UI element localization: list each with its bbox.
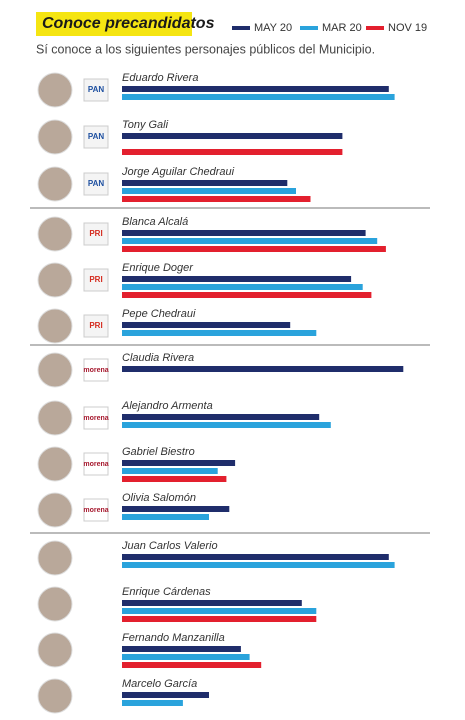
- legend-swatch: [366, 26, 384, 30]
- bar: [122, 284, 363, 290]
- party-logo: [83, 78, 109, 102]
- party-logo: [83, 125, 109, 149]
- bar: [122, 276, 352, 282]
- bar: [122, 562, 395, 568]
- avatar: [37, 446, 73, 482]
- bar: [122, 196, 311, 202]
- bar: [122, 149, 343, 155]
- bar: [122, 460, 236, 466]
- avatar: [37, 632, 73, 668]
- party-logo: [83, 358, 109, 382]
- candidate-name: Enrique Doger: [122, 262, 194, 274]
- bar: [122, 506, 230, 512]
- party-logo: [83, 268, 109, 292]
- legend-swatch: [300, 26, 318, 30]
- candidate-name: Blanca Alcalá: [122, 216, 188, 228]
- avatar: [37, 586, 73, 622]
- party-logo: [83, 222, 109, 246]
- bar: [122, 238, 378, 244]
- bar: [122, 366, 404, 372]
- avatar: [37, 352, 73, 388]
- bar: [122, 292, 372, 298]
- bar: [122, 230, 366, 236]
- bar: [122, 608, 317, 614]
- candidate-name: Marcelo García: [122, 678, 197, 690]
- avatar: [37, 492, 73, 528]
- avatar: [37, 216, 73, 252]
- legend-label: MAY 20: [254, 22, 292, 34]
- candidate-name: Tony Gali: [122, 119, 169, 131]
- bar: [122, 422, 331, 428]
- bar: [122, 514, 209, 520]
- bar: [122, 468, 218, 474]
- bar: [122, 646, 241, 652]
- party-logo-text: morena: [83, 415, 108, 422]
- party-logo: [83, 406, 109, 430]
- party-logo: [83, 452, 109, 476]
- party-logo-text: morena: [83, 461, 108, 468]
- bar: [122, 692, 209, 698]
- bar: [122, 654, 250, 660]
- candidate-name: Eduardo Rivera: [122, 72, 198, 84]
- bar: [122, 322, 291, 328]
- bar: [122, 616, 317, 622]
- bar: [122, 188, 296, 194]
- bar: [122, 133, 343, 139]
- party-logo-text: PRI: [89, 321, 102, 330]
- bar: [122, 554, 389, 560]
- chart-subtitle: Sí conoce a los siguientes personajes pú…: [36, 42, 375, 56]
- legend-swatch: [232, 26, 250, 30]
- bar: [122, 180, 288, 186]
- legend-label: MAR 20: [322, 22, 362, 34]
- party-logo: [83, 172, 109, 196]
- candidate-name: Alejandro Armenta: [121, 400, 213, 412]
- candidate-name: Enrique Cárdenas: [122, 586, 211, 598]
- candidate-name: Pepe Chedraui: [122, 308, 196, 320]
- party-logo-text: morena: [83, 367, 108, 374]
- bar: [122, 414, 320, 420]
- party-logo: [83, 314, 109, 338]
- chart-title: Conoce precandidatos: [42, 15, 215, 32]
- party-logo-text: PRI: [89, 275, 102, 284]
- bar: [122, 94, 395, 100]
- candidate-name: Fernando Manzanilla: [122, 632, 225, 644]
- avatar: [37, 400, 73, 436]
- bar: [122, 662, 262, 668]
- avatar: [37, 72, 73, 108]
- party-logo-text: PAN: [88, 132, 105, 141]
- candidate-name: Claudia Rivera: [122, 352, 194, 364]
- candidate-name: Gabriel Biestro: [122, 446, 195, 458]
- avatar: [37, 678, 73, 714]
- avatar: [37, 540, 73, 576]
- avatar: [37, 166, 73, 202]
- bar: [122, 700, 183, 706]
- candidate-name: Juan Carlos Valerio: [121, 540, 218, 552]
- party-logo-text: PAN: [88, 179, 105, 188]
- party-logo-text: PRI: [89, 229, 102, 238]
- avatar: [37, 262, 73, 298]
- avatar: [37, 308, 73, 344]
- avatar: [37, 119, 73, 155]
- legend-label: NOV 19: [388, 22, 427, 34]
- party-logo-text: morena: [83, 507, 108, 514]
- bar: [122, 246, 386, 252]
- candidate-name: Olivia Salomón: [122, 492, 196, 504]
- bar: [122, 86, 389, 92]
- candidate-name: Jorge Aguilar Chedraui: [121, 166, 235, 178]
- bar: [122, 600, 302, 606]
- bar: [122, 330, 317, 336]
- party-logo: [83, 498, 109, 522]
- bar: [122, 476, 227, 482]
- party-logo-text: PAN: [88, 85, 105, 94]
- title-box: [36, 12, 192, 36]
